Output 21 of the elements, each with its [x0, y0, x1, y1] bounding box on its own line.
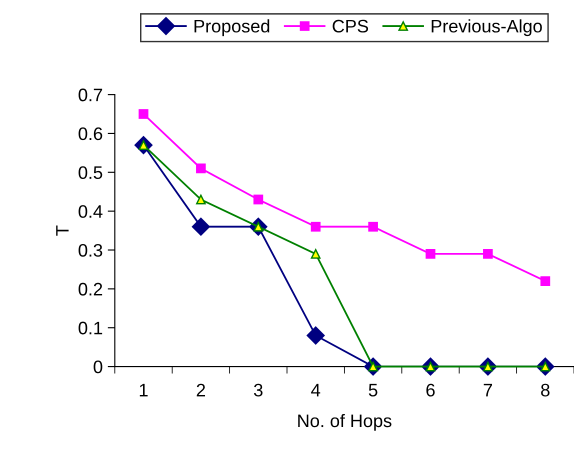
y-tick-label: 0.6: [78, 127, 102, 140]
x-tick-label: 7: [484, 384, 492, 396]
y-tick-label: 0.1: [78, 322, 102, 334]
x-tick-label: 2: [196, 384, 206, 396]
legend-label: Proposed: [194, 19, 270, 36]
y-tick-label: 0.2: [78, 282, 102, 296]
y-tick-label: 0.5: [78, 166, 102, 180]
y-tick-label: 0: [94, 360, 102, 374]
y-tick-label: 0.4: [78, 205, 102, 218]
y-tick-label: 0.7: [78, 88, 102, 102]
x-tick-label: 5: [368, 384, 378, 397]
x-tick-label: 6: [426, 384, 435, 397]
y-tick-label: 0.3: [78, 244, 102, 257]
x-tick-label: 1: [140, 384, 148, 396]
legend-label: Previous-Algo: [432, 19, 542, 36]
x-axis-title: No. of Hops: [298, 414, 392, 431]
x-tick-label: 4: [311, 384, 320, 396]
x-tick-label: 3: [254, 384, 263, 397]
legend-label: CPS: [332, 20, 368, 33]
y-axis-title: T: [56, 225, 69, 236]
x-tick-label: 8: [541, 384, 550, 397]
